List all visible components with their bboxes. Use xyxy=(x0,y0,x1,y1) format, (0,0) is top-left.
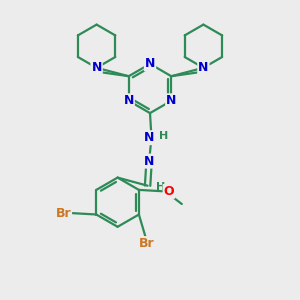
Text: Br: Br xyxy=(139,237,154,250)
Text: N: N xyxy=(145,57,155,70)
Text: N: N xyxy=(166,94,176,107)
Text: O: O xyxy=(164,185,174,198)
Text: N: N xyxy=(144,131,154,144)
Text: N: N xyxy=(124,94,134,107)
Text: N: N xyxy=(92,61,102,74)
Text: H: H xyxy=(157,182,166,192)
Text: H: H xyxy=(160,131,169,141)
Text: N: N xyxy=(198,61,208,74)
Text: N: N xyxy=(144,154,154,168)
Text: Br: Br xyxy=(56,206,71,220)
